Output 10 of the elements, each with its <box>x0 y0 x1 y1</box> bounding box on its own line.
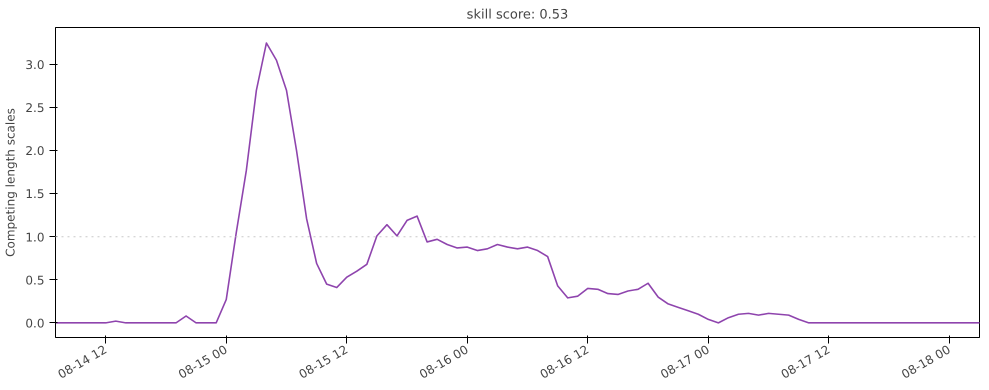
y-tick-label: 0.5 <box>25 273 45 288</box>
chart-title: skill score: 0.53 <box>466 8 568 22</box>
y-axis-title: Competing length scales <box>3 108 18 257</box>
y-tick-label: 2.0 <box>25 144 45 158</box>
y-tick-label: 1.0 <box>25 230 45 244</box>
y-tick-label: 0.0 <box>25 316 45 330</box>
y-tick-label: 3.0 <box>25 58 45 72</box>
y-tick-label: 1.5 <box>25 187 45 202</box>
y-tick-label: 2.5 <box>25 101 45 116</box>
line-series <box>56 42 980 324</box>
